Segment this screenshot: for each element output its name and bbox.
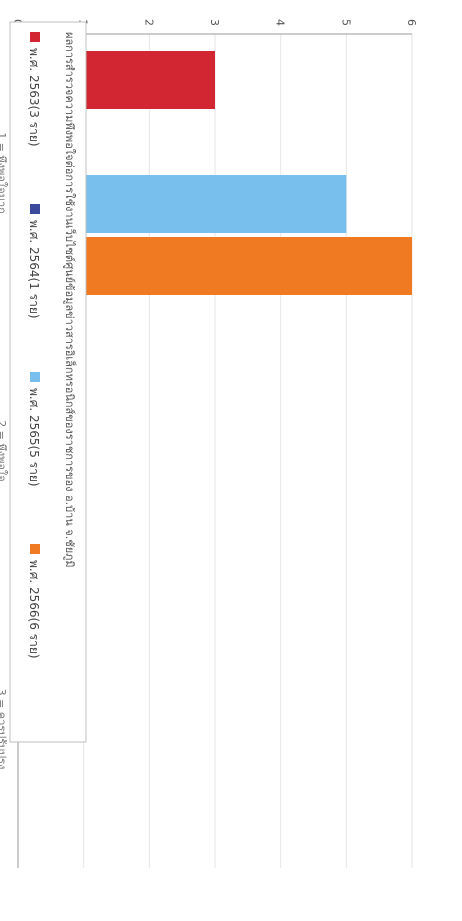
category-label: 3 = ควรปรับปรุง	[0, 689, 8, 770]
legend-swatch	[30, 204, 40, 214]
y-tick-label: 6	[405, 19, 418, 26]
category-label: 2 = พึงพอใจ	[0, 420, 8, 482]
bar	[17, 175, 347, 233]
legend-label: พ.ศ. 2565(5 ราย)	[27, 388, 41, 487]
y-tick-label: 4	[274, 19, 287, 26]
y-tick-label: 2	[142, 19, 155, 26]
y-tick-label: 3	[208, 19, 221, 26]
legend-label: พ.ศ. 2563(3 ราย)	[27, 48, 41, 147]
legend-swatch	[30, 544, 40, 554]
legend-swatch	[30, 32, 40, 42]
legend-label: พ.ศ. 2566(6 ราย)	[27, 560, 41, 659]
chart-title: ผลการสำรวจความพึงพอใจต่อการใช้งานเว็บไซต…	[63, 32, 77, 568]
legend-items: พ.ศ. 2563(3 ราย) พ.ศ. 2564(1 ราย) พ.ศ. 256…	[27, 32, 41, 659]
legend-frame	[9, 21, 87, 743]
category-label: 1 = พึงพอใจมาก	[0, 132, 8, 214]
legend-box: ผลการสำรวจความพึงพอใจต่อการใช้งานเว็บไซต…	[9, 21, 87, 743]
chart-plot: 0123456 1 = พึงพอใจมาก2 = พึงพอใจ3 = ควร…	[0, 19, 418, 868]
bar	[18, 237, 412, 295]
legend-label: พ.ศ. 2564(1 ราย)	[27, 220, 41, 319]
y-tick-label: 5	[339, 19, 352, 26]
legend-swatch	[30, 372, 40, 382]
category-labels: 1 = พึงพอใจมาก 2 = พึงพอใจ 3 = ควรปรับปรุง	[0, 132, 8, 769]
